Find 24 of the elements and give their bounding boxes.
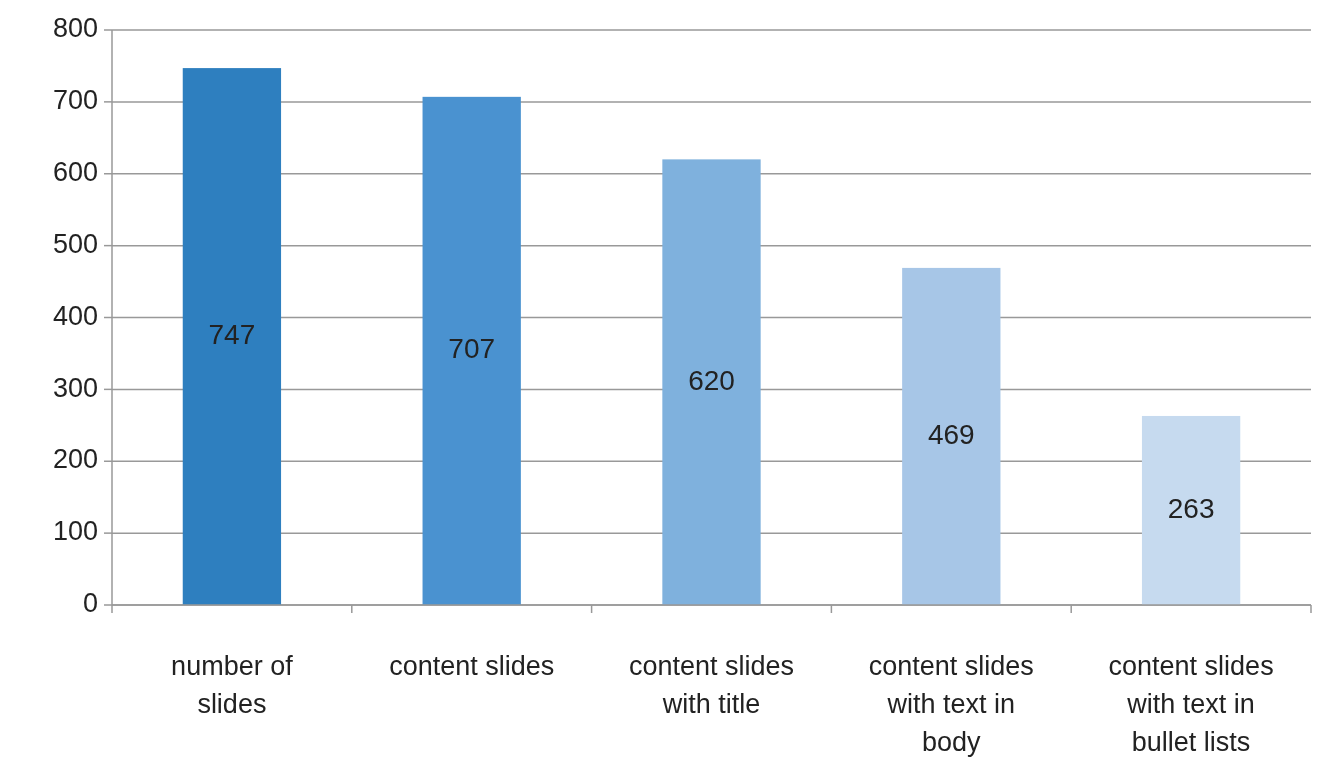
data-label: 707 (448, 333, 496, 365)
y-tick-label: 500 (52, 228, 98, 259)
bar (422, 96, 521, 605)
x-tick-label: content slides with title (628, 651, 795, 719)
y-tick-label: 300 (52, 372, 98, 403)
x-tick-label: content slides with text in body (868, 651, 1034, 757)
bar (662, 159, 761, 605)
x-tick-label: content slides with text in bullet lists (1108, 651, 1274, 757)
y-tick-label: 700 (52, 85, 98, 115)
y-tick-label: 400 (52, 300, 98, 331)
bar (902, 267, 1001, 605)
data-label: 469 (927, 418, 975, 450)
x-tick-label: number of slides (171, 651, 294, 719)
y-tick-label: 200 (52, 444, 98, 475)
bar (182, 68, 282, 605)
x-tick-label: content slides (389, 651, 555, 681)
y-tick-label: 0 (82, 588, 98, 619)
data-label: 747 (208, 318, 256, 350)
bar (1141, 415, 1241, 605)
y-tick-label: 100 (52, 516, 98, 547)
data-label: 263 (1167, 492, 1215, 524)
y-tick-label: 600 (52, 156, 98, 187)
data-label: 620 (688, 364, 735, 396)
y-tick-label: 800 (52, 13, 98, 44)
